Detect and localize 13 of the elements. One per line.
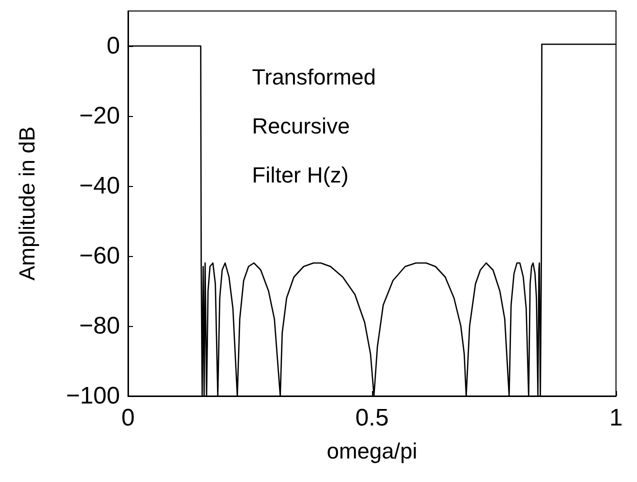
y-tick-label: −100 [66,382,120,410]
x-tick-label: 1 [609,404,623,432]
y-axis-title: Amplitude in dB [14,126,40,281]
y-tick-label: −20 [79,102,120,130]
annotation: Recursive [252,114,350,138]
y-tick-label: −80 [79,312,120,340]
y-tick-label: 0 [106,32,120,60]
y-tick-label: −40 [79,172,120,200]
y-tick-label: −60 [79,242,120,270]
annotation: Filter H(z) [252,162,349,188]
x-tick-label: 0.5 [355,404,389,432]
annotation: Transformed [252,64,376,90]
x-axis-title: omega/pi [326,438,418,464]
